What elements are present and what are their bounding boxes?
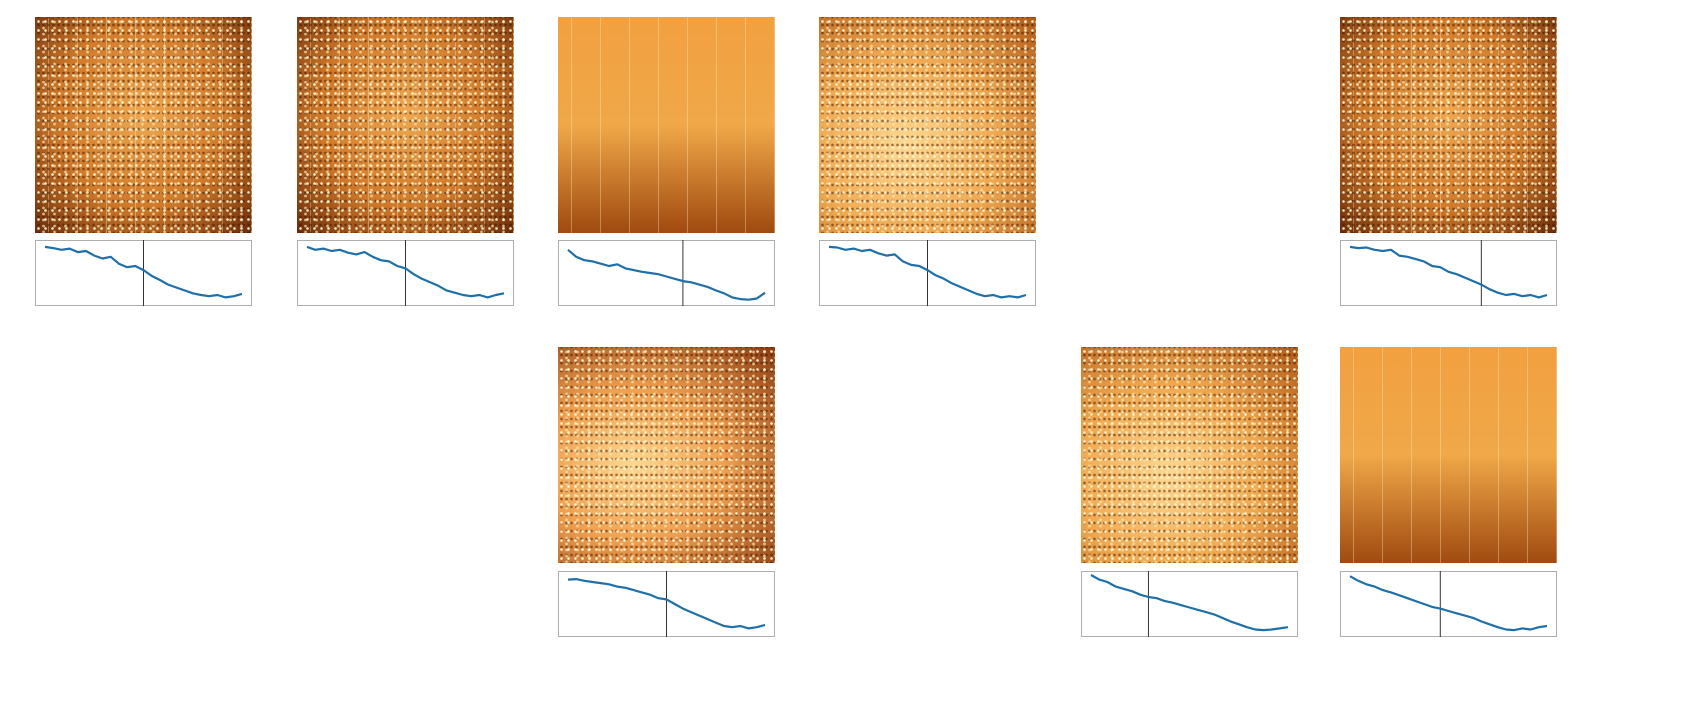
line-chart (1340, 240, 1557, 306)
image-panel (558, 17, 775, 233)
data-line (1349, 575, 1548, 632)
image-panel (819, 17, 1036, 233)
line-chart (558, 571, 775, 637)
plot-frame (1340, 571, 1557, 637)
data-line (306, 245, 505, 299)
line-chart (1081, 571, 1298, 637)
plot-frame (558, 240, 775, 306)
data-line (44, 245, 243, 299)
image-panel (297, 17, 514, 233)
plot-frame (1340, 240, 1557, 306)
image-panel (558, 347, 775, 563)
image-panel (1081, 347, 1298, 563)
line-chart (558, 240, 775, 306)
line-chart (1340, 571, 1557, 637)
data-line (567, 578, 766, 630)
image-panel (35, 17, 252, 233)
image-panel (1340, 17, 1557, 233)
image-panel (1340, 347, 1557, 563)
data-line (1349, 245, 1548, 299)
line-chart (297, 240, 514, 306)
data-line (567, 248, 766, 301)
line-chart (819, 240, 1036, 306)
data-line (828, 245, 1027, 299)
data-line (1090, 574, 1289, 632)
line-chart (35, 240, 252, 306)
plot-frame (1081, 571, 1298, 637)
